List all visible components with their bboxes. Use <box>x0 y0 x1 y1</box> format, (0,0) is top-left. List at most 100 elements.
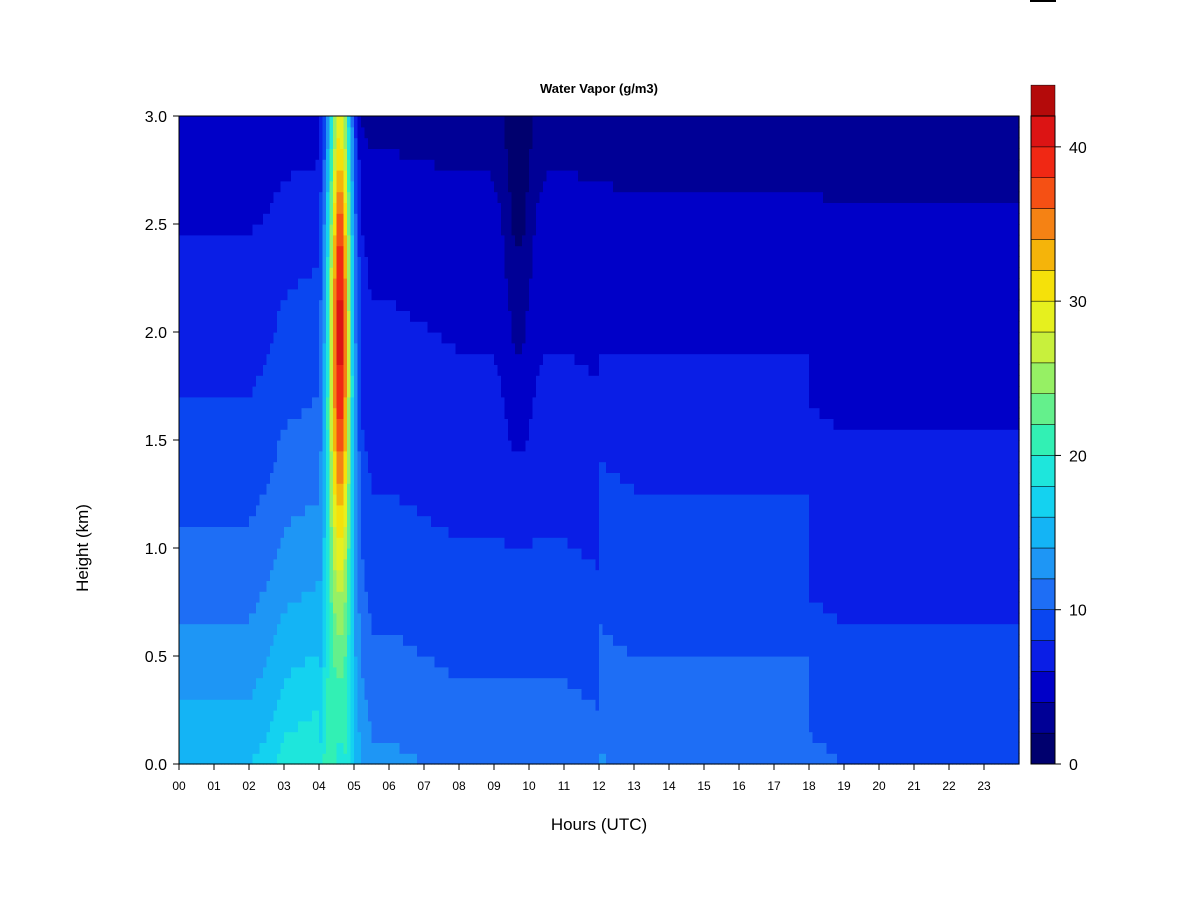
heat-cell <box>245 202 250 214</box>
heat-cell <box>249 353 254 365</box>
heat-cell <box>207 537 212 549</box>
heat-cell <box>350 526 355 538</box>
heat-cell <box>210 321 215 333</box>
heat-cell <box>189 450 194 463</box>
heat-cell <box>214 418 219 430</box>
heat-cell <box>399 321 404 333</box>
heat-cell <box>259 202 264 214</box>
heat-cell <box>329 656 334 668</box>
heat-cell <box>466 580 471 592</box>
heat-cell <box>221 666 226 679</box>
heat-cell <box>186 710 191 722</box>
heat-cell <box>392 407 397 419</box>
heat-cell <box>336 461 341 473</box>
heat-cell <box>224 580 229 592</box>
heat-cell <box>396 591 401 603</box>
heat-cell <box>266 159 271 171</box>
heat-cell <box>406 191 411 203</box>
heat-cell <box>200 677 205 689</box>
heat-cell <box>196 310 201 322</box>
heat-cell <box>294 342 299 355</box>
heat-cell <box>298 386 303 398</box>
heat-cell <box>357 666 362 679</box>
heat-cell <box>263 666 268 679</box>
heat-cell <box>455 278 460 290</box>
heat-cell <box>189 278 194 290</box>
heat-cell <box>413 288 418 301</box>
heat-cell <box>434 353 439 365</box>
heat-cell <box>301 591 306 603</box>
heat-cell <box>294 688 299 700</box>
heat-cell <box>294 224 299 236</box>
heat-cell <box>308 504 313 517</box>
heat-cell <box>182 159 187 171</box>
heat-cell <box>466 126 471 139</box>
heat-cell <box>315 688 320 700</box>
heat-cell <box>466 483 471 495</box>
heat-cell <box>242 180 247 193</box>
heat-cell <box>427 180 432 193</box>
heat-cell <box>427 418 432 430</box>
heat-cell <box>231 386 236 398</box>
heat-cell <box>280 310 285 322</box>
heat-cell <box>193 656 198 668</box>
heat-cell <box>312 321 317 333</box>
heat-cell <box>277 245 282 257</box>
heat-cell <box>266 332 271 344</box>
heat-cell <box>308 429 313 441</box>
heat-cell <box>417 580 422 592</box>
heat-cell <box>361 656 366 668</box>
heat-cell <box>392 526 397 538</box>
heat-cell <box>347 126 352 139</box>
heat-cell <box>305 299 310 311</box>
heat-cell <box>273 267 278 279</box>
heat-cell <box>329 191 334 203</box>
heat-cell <box>280 288 285 301</box>
heat-cell <box>203 569 208 581</box>
heat-cell <box>459 731 464 743</box>
heat-cell <box>462 548 467 560</box>
heat-cell <box>336 634 341 646</box>
heat-cell <box>336 526 341 538</box>
heat-cell <box>361 224 366 236</box>
heat-cell <box>263 731 268 743</box>
heat-cell <box>319 720 324 733</box>
heat-cell <box>329 612 334 625</box>
heat-cell <box>284 245 289 257</box>
heat-cell <box>231 180 236 193</box>
heat-cell <box>434 731 439 743</box>
heat-cell <box>413 753 418 765</box>
heat-cell <box>424 688 429 700</box>
heat-cell <box>256 515 261 527</box>
heat-cell <box>200 450 205 463</box>
heat-cell <box>200 720 205 733</box>
heat-cell <box>312 666 317 679</box>
heat-cell <box>410 504 415 517</box>
heat-cell <box>336 386 341 398</box>
heat-cell <box>298 699 303 711</box>
heat-cell <box>245 580 250 592</box>
heat-cell <box>263 645 268 657</box>
heat-cell <box>235 256 240 268</box>
heat-cell <box>256 213 261 225</box>
heat-cell <box>448 440 453 452</box>
heat-cell <box>322 332 327 344</box>
heat-cell <box>326 666 331 679</box>
heat-cell <box>424 267 429 279</box>
heat-cell <box>221 288 226 301</box>
heat-cell <box>336 710 341 722</box>
heat-cell <box>266 288 271 301</box>
heat-cell <box>452 483 457 495</box>
heat-cell <box>284 623 289 635</box>
heat-cell <box>301 267 306 279</box>
heat-cell <box>350 288 355 301</box>
heat-cell <box>420 731 425 743</box>
heat-cell <box>385 148 390 160</box>
heat-cell <box>403 602 408 614</box>
heat-cell <box>273 472 278 484</box>
heat-cell <box>396 461 401 473</box>
heat-cell <box>448 753 453 765</box>
heat-cell <box>431 245 436 257</box>
heat-cell <box>291 720 296 733</box>
